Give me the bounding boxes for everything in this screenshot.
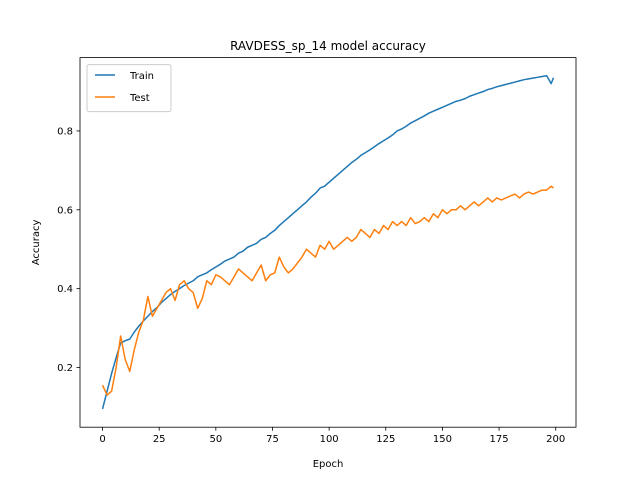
y-tick-label: 0.4 — [57, 284, 73, 295]
axes-frame — [79, 57, 577, 428]
x-tick-label: 125 — [376, 434, 395, 445]
legend-train-label: Train — [129, 71, 154, 82]
y-axis-ticks: 0.2 0.4 0.6 0.8 — [57, 126, 80, 374]
x-tick-label: 25 — [153, 434, 166, 445]
y-tick-label: 0.2 — [57, 363, 73, 374]
plot-area — [79, 57, 577, 428]
series-layer — [101, 74, 555, 410]
x-tick-label: 0 — [99, 434, 105, 445]
legend: Train Test — [86, 64, 172, 113]
chart-title: RAVDESS_sp_14 model accuracy — [230, 39, 426, 53]
y-axis-label: Accuracy — [31, 219, 42, 265]
x-axis-ticks: 0 25 50 75 100 125 150 175 200 — [99, 427, 565, 445]
legend-test-label: Test — [129, 93, 150, 104]
x-tick-label: 175 — [490, 434, 509, 445]
x-tick-label: 50 — [209, 434, 222, 445]
x-tick-label: 150 — [433, 434, 452, 445]
series-line-test — [101, 185, 554, 396]
x-axis-label: Epoch — [313, 459, 344, 470]
x-tick-label: 75 — [266, 434, 279, 445]
legend-frame — [86, 64, 172, 113]
y-tick-label: 0.6 — [57, 205, 73, 216]
y-tick-label: 0.8 — [57, 126, 73, 137]
x-tick-label: 100 — [320, 434, 339, 445]
x-tick-label: 200 — [546, 434, 565, 445]
